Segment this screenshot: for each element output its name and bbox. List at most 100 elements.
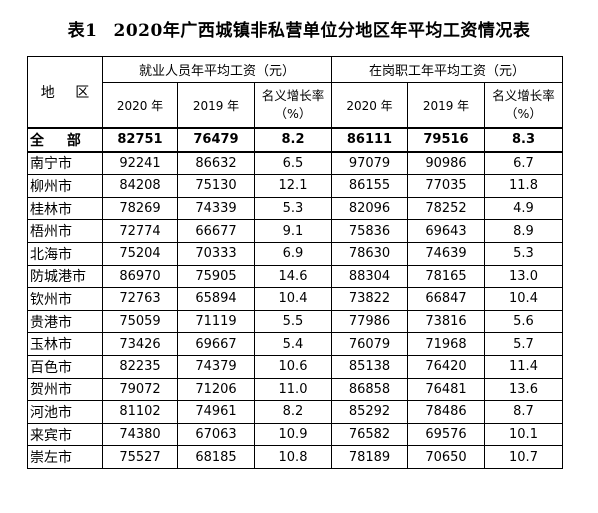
employed-2020-cell: 75059 — [102, 309, 178, 334]
region-cell: 北海市 — [27, 241, 103, 266]
region-cell: 崇左市 — [27, 445, 103, 469]
table-title: 2020年广西城镇非私营单位分地区年平均工资情况表 — [113, 21, 531, 41]
onjob-2020-cell: 77986 — [331, 309, 408, 334]
header-employed-2019: 2019 年 — [177, 82, 255, 129]
onjob-rate-cell: 6.7 — [484, 150, 563, 176]
employed-2019-cell: 74339 — [177, 196, 255, 221]
table-row: 钦州市 72763 65894 10.4 73822 66847 10.4 — [27, 287, 563, 311]
employed-rate-cell: 12.1 — [254, 174, 332, 198]
onjob-2020-cell: 97079 — [331, 150, 408, 176]
region-cell: 桂林市 — [27, 196, 103, 221]
employed-rate-cell: 6.9 — [254, 241, 332, 266]
employed-rate-cell: 8.2 — [254, 400, 332, 424]
region-cell: 玉林市 — [27, 332, 103, 356]
table-row: 防城港市 86970 75905 14.6 88304 78165 13.0 — [27, 264, 563, 289]
employed-2019-cell: 71119 — [177, 309, 255, 334]
table-row: 来宾市 74380 67063 10.9 76582 69576 10.1 — [27, 422, 563, 447]
employed-rate-cell: 5.3 — [254, 196, 332, 221]
employed-2020-cell: 84208 — [102, 174, 178, 198]
onjob-rate-cell: 13.6 — [484, 377, 563, 402]
onjob-2019-cell: 69576 — [407, 422, 485, 447]
onjob-2019-cell: 77035 — [407, 174, 485, 198]
onjob-rate-cell: 13.0 — [484, 264, 563, 289]
employed-2020-cell: 75527 — [102, 445, 178, 469]
onjob-2019-cell: 90986 — [407, 150, 485, 176]
employed-rate-cell: 10.9 — [254, 422, 332, 447]
header-onjob-2019: 2019 年 — [407, 82, 485, 129]
onjob-rate-cell: 11.4 — [484, 354, 563, 379]
region-cell: 全 部 — [27, 127, 103, 153]
employed-2020-cell: 82235 — [102, 354, 178, 379]
table-row: 贺州市 79072 71206 11.0 86858 76481 13.6 — [27, 377, 563, 402]
page-title: 表1 2020年广西城镇非私营单位分地区年平均工资情况表 — [0, 16, 598, 41]
onjob-2019-cell: 76420 — [407, 354, 485, 379]
onjob-2020-cell: 73822 — [331, 287, 408, 311]
region-cell: 贺州市 — [27, 377, 103, 402]
onjob-2020-cell: 76079 — [331, 332, 408, 356]
employed-2019-cell: 76479 — [177, 127, 255, 153]
employed-rate-cell: 9.1 — [254, 219, 332, 243]
onjob-rate-cell: 10.4 — [484, 287, 563, 311]
onjob-rate-cell: 5.3 — [484, 241, 563, 266]
header-employed-rate: 名义增长率 （%） — [254, 82, 332, 129]
header-onjob-group: 在岗职工年平均工资（元） — [331, 56, 563, 83]
employed-rate-cell: 10.4 — [254, 287, 332, 311]
onjob-2020-cell: 75836 — [331, 219, 408, 243]
table-row: 南宁市 92241 86632 6.5 97079 90986 6.7 — [27, 150, 563, 176]
onjob-rate-cell: 10.1 — [484, 422, 563, 447]
onjob-rate-cell: 11.8 — [484, 174, 563, 198]
employed-2020-cell: 72774 — [102, 219, 178, 243]
table-row: 崇左市 75527 68185 10.8 78189 70650 10.7 — [27, 445, 563, 469]
region-cell: 柳州市 — [27, 174, 103, 198]
table-row: 桂林市 78269 74339 5.3 82096 78252 4.9 — [27, 196, 563, 221]
employed-2019-cell: 75905 — [177, 264, 255, 289]
onjob-rate-cell: 8.7 — [484, 400, 563, 424]
region-cell: 防城港市 — [27, 264, 103, 289]
employed-2020-cell: 74380 — [102, 422, 178, 447]
table-row: 贵港市 75059 71119 5.5 77986 73816 5.6 — [27, 309, 563, 334]
onjob-2019-cell: 74639 — [407, 241, 485, 266]
onjob-2020-cell: 85138 — [331, 354, 408, 379]
onjob-rate-cell: 5.7 — [484, 332, 563, 356]
employed-2020-cell: 73426 — [102, 332, 178, 356]
header-employed-2020: 2020 年 — [102, 82, 178, 129]
onjob-rate-cell: 8.9 — [484, 219, 563, 243]
onjob-2019-cell: 79516 — [407, 127, 485, 153]
onjob-2019-cell: 73816 — [407, 309, 485, 334]
onjob-2019-cell: 66847 — [407, 287, 485, 311]
table-row: 柳州市 84208 75130 12.1 86155 77035 11.8 — [27, 174, 563, 198]
onjob-2019-cell: 71968 — [407, 332, 485, 356]
employed-2019-cell: 66677 — [177, 219, 255, 243]
onjob-2020-cell: 86155 — [331, 174, 408, 198]
employed-2020-cell: 78269 — [102, 196, 178, 221]
header-onjob-2020: 2020 年 — [331, 82, 408, 129]
rate-label: 名义增长率 — [261, 88, 325, 103]
table-row: 百色市 82235 74379 10.6 85138 76420 11.4 — [27, 354, 563, 379]
employed-rate-cell: 6.5 — [254, 150, 332, 176]
onjob-2020-cell: 86111 — [331, 127, 408, 153]
onjob-2020-cell: 78630 — [331, 241, 408, 266]
onjob-2019-cell: 76481 — [407, 377, 485, 402]
onjob-rate-cell: 8.3 — [484, 127, 563, 153]
employed-2019-cell: 68185 — [177, 445, 255, 469]
onjob-2019-cell: 78252 — [407, 196, 485, 221]
employed-2020-cell: 79072 — [102, 377, 178, 402]
onjob-2019-cell: 78486 — [407, 400, 485, 424]
table-row: 玉林市 73426 69667 5.4 76079 71968 5.7 — [27, 332, 563, 356]
table-body: 全 部 82751 76479 8.2 86111 79516 8.3 南宁市 … — [27, 127, 563, 469]
onjob-rate-cell: 10.7 — [484, 445, 563, 469]
employed-2019-cell: 75130 — [177, 174, 255, 198]
region-cell: 河池市 — [27, 400, 103, 424]
header-employed-group: 就业人员年平均工资（元） — [102, 56, 332, 83]
onjob-2020-cell: 85292 — [331, 400, 408, 424]
table-row: 梧州市 72774 66677 9.1 75836 69643 8.9 — [27, 219, 563, 243]
region-cell: 贵港市 — [27, 309, 103, 334]
employed-2020-cell: 92241 — [102, 150, 178, 176]
employed-rate-cell: 8.2 — [254, 127, 332, 153]
employed-2019-cell: 74379 — [177, 354, 255, 379]
wage-table: 地 区 就业人员年平均工资（元） 在岗职工年平均工资（元） 2020 年 201… — [27, 56, 563, 469]
table-row-total: 全 部 82751 76479 8.2 86111 79516 8.3 — [27, 127, 563, 153]
region-cell: 钦州市 — [27, 287, 103, 311]
onjob-2019-cell: 78165 — [407, 264, 485, 289]
onjob-rate-cell: 5.6 — [484, 309, 563, 334]
